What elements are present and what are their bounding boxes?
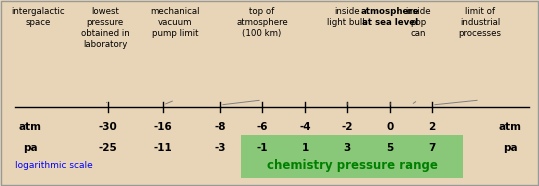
Text: atmosphere
at sea level: atmosphere at sea level: [361, 7, 419, 27]
Text: -1: -1: [256, 143, 268, 153]
Text: 3: 3: [343, 143, 351, 153]
Text: pa: pa: [23, 143, 37, 153]
Text: mechanical
vacuum
pump limit: mechanical vacuum pump limit: [150, 7, 200, 38]
Text: lowest
pressure
obtained in
laboratory: lowest pressure obtained in laboratory: [81, 7, 129, 49]
Text: limit of
industrial
processes: limit of industrial processes: [459, 7, 501, 38]
Bar: [241, 135, 463, 178]
Text: -25: -25: [99, 143, 118, 153]
Text: -16: -16: [154, 122, 172, 132]
Text: atm: atm: [18, 122, 42, 132]
Text: 1: 1: [301, 143, 309, 153]
Text: inside
light bulb: inside light bulb: [327, 7, 368, 27]
Text: 7: 7: [429, 143, 436, 153]
Text: intergalactic
space: intergalactic space: [11, 7, 65, 27]
Text: chemistry pressure range: chemistry pressure range: [267, 158, 438, 171]
Text: 2: 2: [429, 122, 436, 132]
Text: -3: -3: [214, 143, 226, 153]
Text: inside
pop
can: inside pop can: [405, 7, 431, 38]
Text: atm: atm: [499, 122, 522, 132]
Text: pa: pa: [503, 143, 517, 153]
Text: 0: 0: [386, 122, 393, 132]
Text: top of
atmosphere
(100 km): top of atmosphere (100 km): [236, 7, 288, 38]
Text: -8: -8: [214, 122, 226, 132]
Text: -30: -30: [99, 122, 118, 132]
Text: -4: -4: [299, 122, 311, 132]
Text: logarithmic scale: logarithmic scale: [15, 161, 93, 169]
Text: -6: -6: [256, 122, 268, 132]
Text: -11: -11: [154, 143, 172, 153]
Text: -2: -2: [341, 122, 353, 132]
Text: 5: 5: [386, 143, 393, 153]
